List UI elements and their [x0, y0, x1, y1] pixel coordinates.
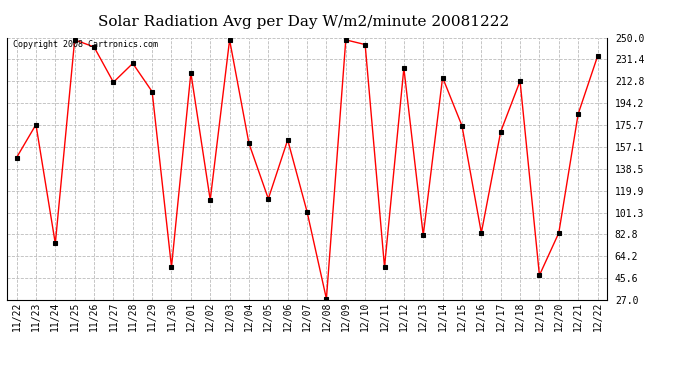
Text: Solar Radiation Avg per Day W/m2/minute 20081222: Solar Radiation Avg per Day W/m2/minute … — [98, 15, 509, 29]
Text: Copyright 2008 Cartronics.com: Copyright 2008 Cartronics.com — [13, 40, 158, 49]
